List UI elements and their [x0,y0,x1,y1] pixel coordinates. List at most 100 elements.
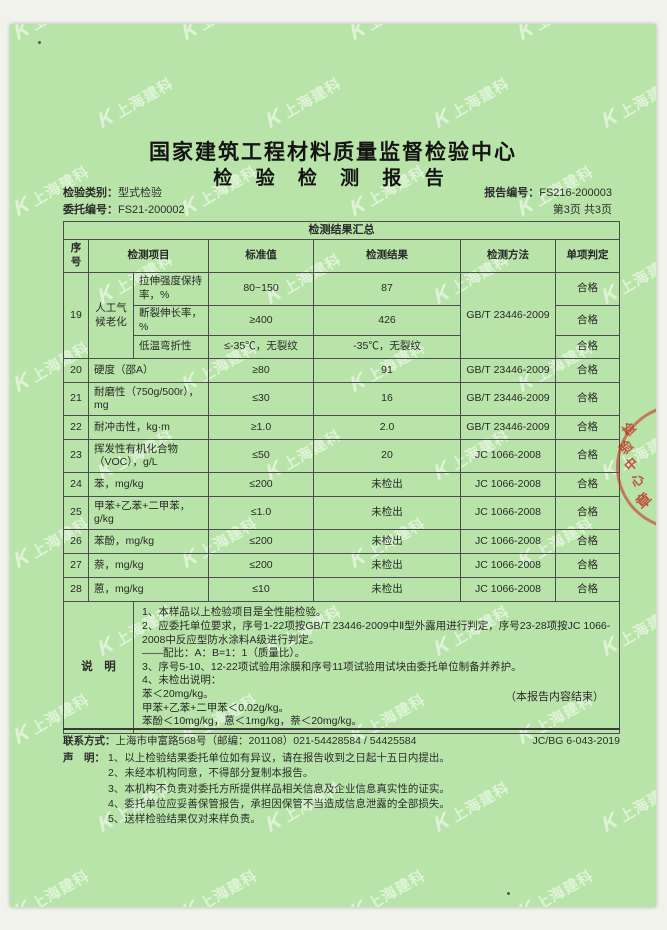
statement-item: 1、以上检验结果委托单位如有异议，请在报告收到之日起十五日内提出。 [108,752,450,765]
cell-item: 甲苯+乙苯+二甲苯，g/kg [88,496,209,531]
cell-result: 未检出 [313,472,461,498]
scan-speck [38,41,41,44]
contact-value: 上海市申富路568号（邮编：201108）021-54428584 / 5442… [115,735,417,747]
cell-item: 挥发性有机化合物（VOC），g/L [88,439,209,474]
consignment-no-label: 委托编号： [63,204,118,216]
end-of-report-note: （本报告内容结束） [505,691,604,703]
report-subtitle: 检 验 检 测 报 告 [213,168,453,189]
col-header-item: 检测项目 [88,239,209,273]
notes-content: 1、本样品以上检验项目是全性能检验。 2、应委托单位要求，序号1-22项按GB/… [132,601,621,735]
cell-std: ≤200 [208,553,314,579]
report-title: 国家建筑工程材料质量监督检验中心 [149,141,517,164]
table-row: 22 耐冲击性，kg·m ≥1.0 2.0 GB/T 23446-2009 合格 [63,415,621,441]
cell-method: JC 1066-2008 [460,496,556,531]
page-content: 国家建筑工程材料质量监督检验中心 检 验 检 测 报 告 检验类别：型式检验 委… [10,24,656,907]
meta-left: 检验类别：型式检验 委托编号：FS21-200002 [63,185,185,219]
cell-result: 未检出 [313,529,461,555]
cell-verdict: 合格 [554,304,621,337]
statement-block: 声 明： 1、以上检验结果委托单位如有异议，请在报告收到之日起十五日内提出。 2… [63,751,620,827]
notes-row: 说 明 1、本样品以上检验项目是全性能检验。 2、应委托单位要求，序号1-22项… [63,601,621,735]
col-header-no: 序号 [63,239,89,273]
cell-item: 苯，mg/kg [88,472,209,498]
statement-lines: 1、以上检验结果委托单位如有异议，请在报告收到之日起十五日内提出。 2、未经本机… [108,751,450,827]
note-line: 甲苯+乙苯+二甲苯＜0.02g/kg。 [142,701,290,714]
consignment-no-line: 委托编号：FS21-200002 [63,202,185,219]
doc-code: JC/BG 6-043-2019 [532,735,620,747]
statement-label: 声 明： [63,752,105,765]
results-table: 检测结果汇总 序号 检测项目 标准值 检测结果 检测方法 单项判定 19 人工气… [62,221,621,735]
cell-verdict: 合格 [554,577,621,603]
table-row: 20 硬度（邵A） ≥80 91 GB/T 23446-2009 合格 [63,358,621,384]
cell-std: ≤30 [208,382,314,417]
statement-item: 5、送样检验结果仅对来样负责。 [108,813,261,826]
cell-verdict: 合格 [554,529,621,555]
col-header-result: 检测结果 [313,239,461,273]
cell-no: 27 [63,553,89,579]
cell-std: ≤1.0 [208,496,314,531]
note-line: 1、本样品以上检验项目是全性能检验。 [142,606,327,619]
cell-item: 萘，mg/kg [88,553,209,579]
cell-verdict: 合格 [554,439,621,474]
cell-result: -35℃，无裂纹 [313,335,461,360]
cell-std: ≤200 [208,472,314,498]
col-header-std: 标准值 [208,239,314,273]
notes-label: 说 明 [63,601,134,735]
col-header-method: 检测方法 [460,239,556,273]
cell-result: 未检出 [313,577,461,603]
cell-method: JC 1066-2008 [460,472,556,498]
report-no-label: 报告编号： [484,187,540,199]
table-row: 25 甲苯+乙苯+二甲苯，g/kg ≤1.0 未检出 JC 1066-2008 … [63,496,621,531]
cell-result: 87 [313,272,461,306]
table-row: 19 人工气候老化 拉伸强度保持率，% 80~150 87 GB/T 23446… [63,271,621,360]
cell-item-group: 人工气候老化 [88,271,134,360]
cell-verdict: 合格 [554,472,621,498]
cell-subitem: 低温弯折性 [133,335,209,360]
cell-verdict: 合格 [554,272,621,306]
col-header-verdict: 单项判定 [554,239,621,273]
contact-info: 联系方式：上海市申富路568号（邮编：201108）021-54428584 /… [63,734,416,749]
cell-method: JC 1066-2008 [460,439,556,474]
cell-std: ≥80 [208,358,314,384]
table-row: 24 苯，mg/kg ≤200 未检出 JC 1066-2008 合格 [63,472,621,498]
cell-method: JC 1066-2008 [460,577,556,603]
table-row: 26 苯酚，mg/kg ≤200 未检出 JC 1066-2008 合格 [63,529,621,555]
cell-item: 耐磨性（750g/500r），mg [88,382,209,417]
table-row: 27 萘，mg/kg ≤200 未检出 JC 1066-2008 合格 [63,553,621,579]
cell-no: 26 [63,529,89,555]
note-line: 4、未检出说明： [142,674,222,687]
cell-no: 24 [63,472,89,498]
cell-no: 28 [63,577,89,603]
note-line: 苯酚＜10mg/kg，蒽＜1mg/kg，萘＜20mg/kg。 [142,715,362,728]
cell-result: 2.0 [313,415,461,441]
cell-verdict: 合格 [554,553,621,579]
cell-no: 20 [63,358,89,384]
note-line: 苯＜20mg/kg。 [142,688,214,701]
table-row: 断裂伸长率，% ≥400 426 合格 [64,304,621,337]
cell-verdict: 合格 [554,335,621,360]
cell-item: 耐冲击性，kg·m [88,415,209,441]
cell-std: ≤10 [208,577,314,603]
cell-std: ≤200 [208,529,314,555]
statement-item: 4、委托单位应妥善保管报告，承担因保管不当造成信息泄露的全部损失。 [108,797,450,810]
cell-item: 苯酚，mg/kg [88,529,209,555]
cell-result: 未检出 [313,553,461,579]
cell-method: JC 1066-2008 [460,529,556,555]
table-row: 23 挥发性有机化合物（VOC），g/L ≤50 20 JC 1066-2008… [63,439,621,474]
report-footer: 联系方式：上海市申富路568号（邮编：201108）021-54428584 /… [63,728,620,827]
cell-verdict: 合格 [554,382,621,417]
contact-line: 联系方式：上海市申富路568号（邮编：201108）021-54428584 /… [63,734,620,749]
cell-no: 22 [63,415,89,441]
report-meta: 检验类别：型式检验 委托编号：FS21-200002 报告编号：FS216-20… [63,185,612,219]
cell-std: 80~150 [208,272,314,306]
cell-method: GB/T 23446-2009 [460,358,556,384]
note-line: 3、序号5-10、12-22项试验用涂膜和序号11项试验用试块由委托单位制备并养… [142,660,522,673]
cell-subitem: 拉伸强度保持率，% [133,272,209,306]
report-no-line: 报告编号：FS216-200003 [484,185,612,202]
consignment-no-value: FS21-200002 [118,204,185,216]
cell-result: 20 [313,439,461,474]
report-no-value: FS216-200003 [539,187,612,199]
inspection-type-value: 型式检验 [118,187,162,199]
note-line: ——配比：A：B=1：1（质量比）。 [142,647,306,660]
notes-lines: 1、本样品以上检验项目是全性能检验。 2、应委托单位要求，序号1-22项按GB/… [142,606,611,729]
cell-std: ≤-35℃，无裂纹 [208,335,314,360]
